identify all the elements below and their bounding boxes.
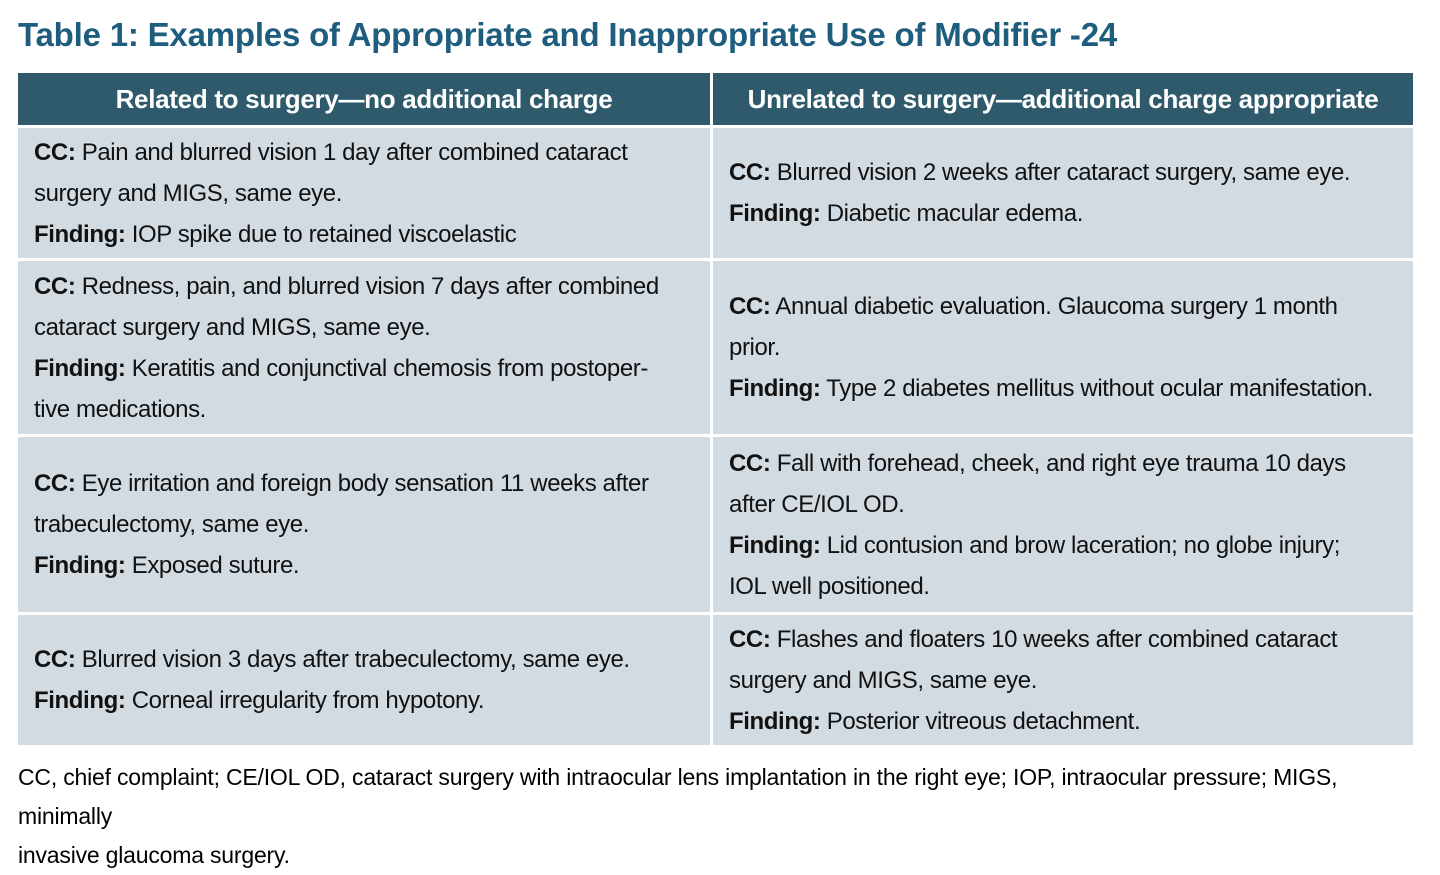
finding-text: Diabetic macular edema. xyxy=(826,200,1084,227)
cc-text: Pain and blurred vision 1 day after comb… xyxy=(34,138,628,207)
abbreviations-footnote: CC, chief complaint; CE/IOL OD, cataract… xyxy=(18,764,1338,868)
cc-line: CC: Redness, pain, and blurred vision 7 … xyxy=(34,266,694,348)
finding-text: Corneal irregularity from hypotony. xyxy=(131,687,485,714)
cell-row2-left: CC: Redness, pain, and blurred vision 7 … xyxy=(18,261,710,434)
finding-label: Finding: xyxy=(729,200,821,227)
cc-label: CC: xyxy=(729,159,771,186)
cc-text: Redness, pain, and blurred vision 7 days… xyxy=(34,272,659,341)
cell-row3-left: CC: Eye irritation and foreign body sens… xyxy=(18,437,710,612)
cc-line: CC: Eye irritation and foreign body sens… xyxy=(34,463,694,545)
cell-row3-right: CC: Fall with forehead, cheek, and right… xyxy=(713,437,1413,612)
header-related-to-surgery: Related to surgery—no additional charge xyxy=(18,73,710,125)
cc-line: CC: Flashes and floaters 10 weeks after … xyxy=(729,619,1397,701)
finding-line: Finding: Exposed suture. xyxy=(34,545,694,586)
cc-label: CC: xyxy=(34,272,76,300)
cc-text: Blurred vision 2 weeks after cataract su… xyxy=(776,159,1351,186)
cell-row1-right: CC: Blurred vision 2 weeks after catarac… xyxy=(713,128,1413,258)
finding-line: Finding: Lid contusion and brow lacerati… xyxy=(729,525,1397,607)
finding-line: Finding: Posterior vitreous detachment. xyxy=(729,701,1397,742)
cc-label: CC: xyxy=(729,625,771,653)
cc-label: CC: xyxy=(729,449,771,477)
cc-label: CC: xyxy=(34,646,76,673)
finding-label: Finding: xyxy=(729,375,821,402)
cell-row4-right: CC: Flashes and floaters 10 weeks after … xyxy=(713,615,1413,745)
cc-text: Fall with forehead, cheek, and right eye… xyxy=(729,449,1346,518)
finding-label: Finding: xyxy=(34,354,126,382)
finding-label: Finding: xyxy=(729,707,821,735)
cc-label: CC: xyxy=(34,470,76,497)
modifier24-table: Related to surgery—no additional charge … xyxy=(18,73,1413,745)
finding-line: Finding: Corneal irregularity from hypot… xyxy=(34,680,694,721)
finding-text: IOP spike due to retained viscoelastic xyxy=(131,220,517,248)
finding-text: Type 2 diabetes mellitus without ocular … xyxy=(826,375,1373,402)
cc-label: CC: xyxy=(729,293,771,320)
cell-row4-left: CC: Blurred vision 3 days after trabecul… xyxy=(18,615,710,745)
finding-text: Keratitis and conjunctival chemosis from… xyxy=(34,354,648,423)
cc-text: Flashes and floaters 10 weeks after comb… xyxy=(729,625,1338,694)
finding-text: Posterior vitreous detachment. xyxy=(826,707,1141,735)
finding-label: Finding: xyxy=(34,687,126,714)
finding-line: Finding: Diabetic macular edema. xyxy=(729,193,1397,234)
cc-line: CC: Blurred vision 2 weeks after catarac… xyxy=(729,152,1397,193)
cell-row2-right: CC: Annual diabetic evaluation. Glaucoma… xyxy=(713,261,1413,434)
cc-line: CC: Pain and blurred vision 1 day after … xyxy=(34,132,694,214)
finding-line: Finding: Keratitis and conjunctival chem… xyxy=(34,348,694,430)
finding-label: Finding: xyxy=(729,531,821,559)
cc-text: Blurred vision 3 days after trabeculecto… xyxy=(81,646,630,673)
finding-label: Finding: xyxy=(34,220,126,248)
finding-line: Finding: Type 2 diabetes mellitus withou… xyxy=(729,368,1397,409)
cc-line: CC: Annual diabetic evaluation. Glaucoma… xyxy=(729,286,1397,368)
finding-line: Finding: IOP spike due to retained visco… xyxy=(34,214,694,255)
table-title: Table 1: Examples of Appropriate and Ina… xyxy=(18,16,1118,53)
finding-text: Exposed suture. xyxy=(131,552,300,579)
cc-text: Annual diabetic evaluation. Glaucoma sur… xyxy=(729,293,1338,361)
finding-text: Lid contusion and brow laceration; no gl… xyxy=(729,531,1340,600)
cc-label: CC: xyxy=(34,138,76,166)
cc-line: CC: Blurred vision 3 days after trabecul… xyxy=(34,639,694,680)
cc-line: CC: Fall with forehead, cheek, and right… xyxy=(729,443,1397,525)
cc-text: Eye irritation and foreign body sensatio… xyxy=(34,470,649,538)
finding-label: Finding: xyxy=(34,552,126,579)
header-unrelated-to-surgery: Unrelated to surgery—additional charge a… xyxy=(713,73,1413,125)
cell-row1-left: CC: Pain and blurred vision 1 day after … xyxy=(18,128,710,258)
